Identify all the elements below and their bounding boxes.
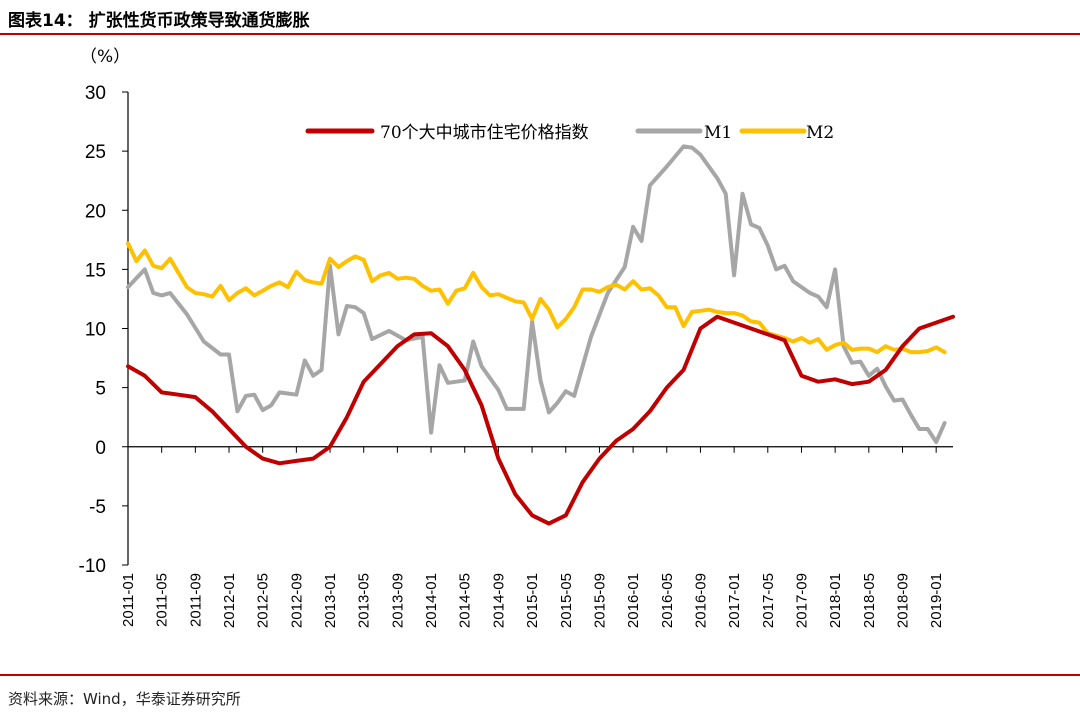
y-tick-label: 30 — [85, 83, 106, 104]
x-tick-label: 2012-01 — [221, 573, 238, 628]
x-tick-label: 2011-05 — [154, 573, 171, 627]
bottom-rule — [0, 674, 1080, 676]
x-tick-label: 2011-09 — [187, 573, 204, 627]
x-tick-label: 2012-09 — [288, 573, 305, 628]
x-tick-label: 2016-09 — [692, 573, 709, 628]
x-tick-label: 2011-01 — [120, 573, 137, 627]
x-tick-label: 2016-01 — [625, 573, 642, 628]
x-tick-label: 2012-05 — [255, 573, 272, 628]
source-note: 资料来源：Wind，华泰证券研究所 — [8, 690, 241, 708]
y-tick-label: 15 — [85, 260, 106, 281]
series-line-m1 — [126, 144, 947, 444]
x-tick-label: 2017-01 — [726, 573, 743, 628]
legend-label: 70个大中城市住宅价格指数 — [380, 123, 589, 143]
y-tick-label: 0 — [95, 438, 106, 459]
legend-label: M2 — [806, 123, 834, 143]
y-tick-label: 10 — [85, 320, 106, 341]
y-tick-label: 20 — [85, 201, 106, 222]
x-tick-label: 2013-09 — [389, 573, 406, 628]
y-tick-label: 25 — [85, 142, 106, 163]
x-tick-label: 2013-05 — [356, 573, 373, 628]
chart-title: 图表14： 扩张性货币政策导致通货膨胀 — [8, 11, 310, 31]
x-tick-label: 2019-01 — [928, 573, 945, 628]
x-tick-label: 2014-05 — [457, 573, 474, 628]
series-line-house-price — [126, 314, 955, 526]
x-tick-label: 2014-09 — [490, 573, 507, 628]
x-tick-label: 2015-01 — [524, 573, 541, 628]
y-tick-label: -5 — [89, 497, 106, 518]
legend-label: M1 — [704, 123, 732, 143]
series-lines — [126, 144, 955, 526]
series-line-m2 — [126, 241, 947, 355]
x-tick-label: 2018-05 — [861, 573, 878, 628]
x-tick-label: 2013-01 — [322, 573, 339, 628]
x-tick-label: 2015-09 — [591, 573, 608, 628]
x-tick-label: 2016-05 — [659, 573, 676, 628]
y-unit-label: （%） — [80, 47, 130, 67]
x-tick-label: 2014-01 — [423, 573, 440, 628]
x-tick-label: 2018-01 — [827, 573, 844, 628]
y-tick-label: 5 — [95, 379, 106, 400]
top-rule — [0, 33, 1080, 35]
axes-group: （%） -10 -5 0 5 10 15 20 25 30 2011-01 2011-05 2011-0… — [79, 47, 953, 628]
x-tick-label: 2018-09 — [894, 573, 911, 628]
y-tick-label: -10 — [79, 556, 106, 577]
x-tick-label: 2017-05 — [760, 573, 777, 628]
legend: 70个大中城市住宅价格指数 M1 M2 — [305, 123, 834, 143]
x-tick-label: 2015-05 — [558, 573, 575, 628]
line-chart: （%） -10 -5 0 5 10 15 20 25 30 2011-01 2011-05 2011-0… — [79, 47, 955, 628]
x-tick-label: 2017-09 — [793, 573, 810, 628]
